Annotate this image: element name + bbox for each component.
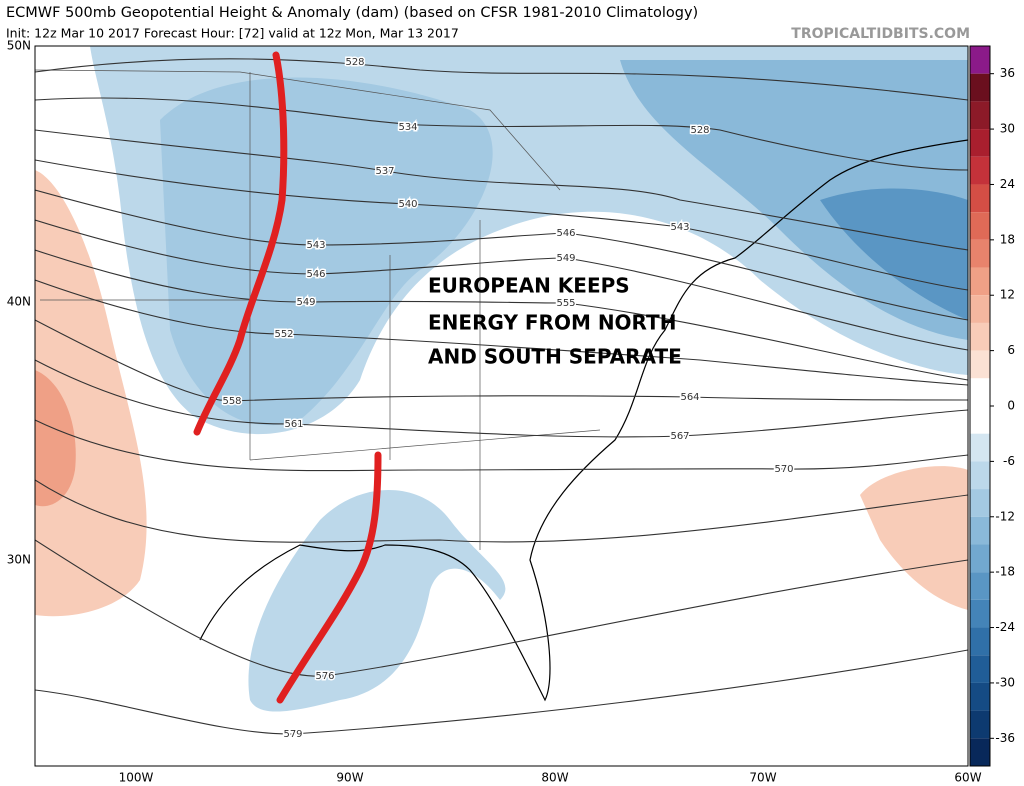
colorbar-bin xyxy=(970,599,990,628)
colorbar-bin xyxy=(970,461,990,490)
annotation: EUROPEAN KEEPS xyxy=(428,274,630,298)
colorbar-bin xyxy=(970,406,990,434)
anomaly-pos xyxy=(35,370,76,507)
colorbar-bin xyxy=(970,267,990,296)
trough-line xyxy=(193,51,288,436)
colorbar-tick-label: -24 xyxy=(995,620,1015,634)
borders xyxy=(35,69,601,550)
colorbar-bin xyxy=(970,46,990,74)
lon-label: 100W xyxy=(119,771,154,785)
colorbar-tick-label: -30 xyxy=(995,675,1015,689)
colorbar-tick-label: -6 xyxy=(1003,454,1015,468)
lon-label: 80W xyxy=(541,771,568,785)
colorbar-bin xyxy=(970,572,990,600)
colorbar-bin xyxy=(970,710,990,739)
map-area: 528 528 534 537 540 543 543 546 546 549 … xyxy=(7,39,982,785)
anomaly-pos xyxy=(35,170,147,617)
map-frame xyxy=(34,45,969,767)
colorbar-bin xyxy=(970,73,990,102)
trough-line xyxy=(276,451,382,704)
contour-label: 543 xyxy=(306,240,325,251)
lon-label: 60W xyxy=(954,771,981,785)
colorbar-bin xyxy=(970,378,990,406)
colorbar: 36 30 24 18 12 6 0 -6 -12 -18 -24 -30 -36 xyxy=(969,45,1015,767)
contour-label: 579 xyxy=(283,729,302,740)
colorbar-bin xyxy=(970,129,990,157)
colorbar-tick-label: 0 xyxy=(1007,399,1015,413)
contours xyxy=(35,58,968,735)
contour-label: 540 xyxy=(398,199,417,210)
colorbar-tick-label: -36 xyxy=(995,731,1015,745)
colorbar-bin xyxy=(970,738,990,766)
contour-label: 549 xyxy=(556,253,575,264)
colorbar-tick-label: 36 xyxy=(1000,66,1015,80)
colorbar-tick-label: -12 xyxy=(995,509,1015,523)
contour-label: 528 xyxy=(690,125,709,136)
subtitle: Init: 12z Mar 10 2017 Forecast Hour: [72… xyxy=(6,26,459,41)
anomaly-neg xyxy=(820,188,968,320)
colorbar-bin xyxy=(970,101,990,130)
lat-label: 40N xyxy=(7,295,31,309)
contour-label: 534 xyxy=(398,122,417,133)
lon-label: 90W xyxy=(336,771,363,785)
colorbar-bin xyxy=(970,489,990,517)
annotation: ENERGY FROM NORTH xyxy=(428,311,676,335)
contour-label: 567 xyxy=(670,431,689,442)
contour-label: 555 xyxy=(556,298,575,309)
colorbar-bin xyxy=(970,239,990,268)
colorbar-bin xyxy=(970,350,990,379)
contour-label: 537 xyxy=(375,166,394,177)
colorbar-bin xyxy=(970,295,990,323)
colorbar-bin xyxy=(970,655,990,683)
contour-label: 564 xyxy=(680,392,699,403)
anomaly-neg xyxy=(620,60,968,340)
contour-label: 549 xyxy=(296,297,315,308)
contour-label: 576 xyxy=(315,671,334,682)
colorbar-tick-label: 24 xyxy=(1000,177,1015,191)
lon-label: 70W xyxy=(749,771,776,785)
contour-label: 552 xyxy=(274,329,293,340)
colorbar-bin xyxy=(970,544,990,573)
source: TROPICALTIDBITS.COM xyxy=(791,26,970,42)
colorbar-bin xyxy=(970,322,990,351)
colorbar-bin xyxy=(970,212,990,240)
colorbar-tick-label: -18 xyxy=(995,565,1015,579)
colorbar-bin xyxy=(970,156,990,185)
contour-label: 546 xyxy=(306,269,325,280)
anomaly-pos xyxy=(860,466,968,610)
colorbar-tick-label: 30 xyxy=(1000,122,1015,136)
title: ECMWF 500mb Geopotential Height & Anomal… xyxy=(6,5,698,21)
contour-label: 546 xyxy=(556,228,575,239)
colorbar-bin xyxy=(970,627,990,656)
colorbar-bin xyxy=(970,184,990,213)
contour-label: 570 xyxy=(774,464,793,475)
colorbar-bin xyxy=(970,516,990,545)
lat-label: 50N xyxy=(7,39,31,53)
contour-label: 561 xyxy=(284,419,303,430)
colorbar-tick-label: 6 xyxy=(1007,343,1015,357)
colorbar-tick-label: 18 xyxy=(1000,232,1015,246)
colorbar-bin xyxy=(970,433,990,462)
contour-label: 558 xyxy=(222,396,241,407)
lat-label: 30N xyxy=(7,553,31,567)
colorbar-tick-label: 12 xyxy=(1000,288,1015,302)
contour-label: 543 xyxy=(670,222,689,233)
colorbar-bin xyxy=(970,682,990,711)
anomaly-neg xyxy=(248,490,506,712)
contour-label: 528 xyxy=(345,57,364,68)
annotation: AND SOUTH SEPARATE xyxy=(428,345,682,369)
